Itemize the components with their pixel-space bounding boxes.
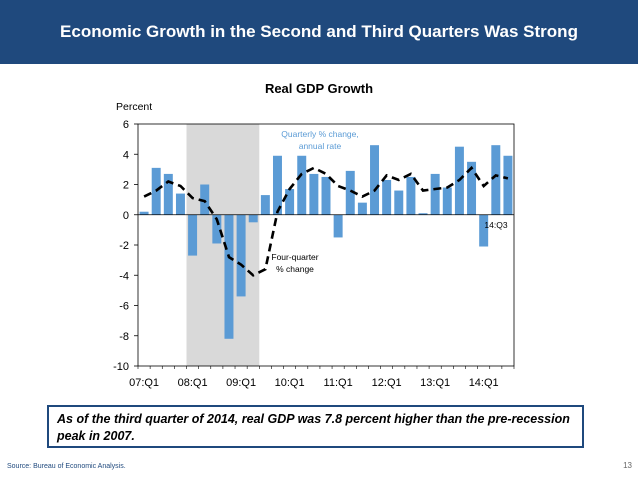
x-tick-label: 14:Q1: [469, 377, 499, 389]
gdp-bar-12-q1: [382, 179, 392, 215]
gdp-bar-11-q1: [333, 214, 343, 238]
x-tick-label: 07:Q1: [129, 377, 159, 389]
gdp-bar-10-q2: [297, 155, 307, 215]
gdp-bar-07-q3: [163, 173, 173, 215]
source-note: Source: Bureau of Economic Analysis.: [7, 463, 126, 470]
gdp-bar-11-q2: [345, 170, 355, 215]
x-tick-label: 12:Q1: [372, 377, 402, 389]
gdp-bar-14-q3: [503, 155, 513, 215]
page-number: 13: [623, 461, 632, 470]
gdp-bar-09-q4: [272, 155, 282, 215]
x-tick-label: 11:Q1: [324, 377, 353, 389]
gdp-bar-10-q3: [309, 173, 319, 215]
callout-box: As of the third quarter of 2014, real GD…: [47, 405, 584, 448]
y-tick-label: 4: [123, 149, 129, 161]
x-tick-label: 13:Q1: [420, 377, 450, 389]
gdp-chart: Real GDP Growth Percent 6420-2-4-6-8-10 …: [113, 81, 515, 389]
x-tick-label: 08:Q1: [178, 377, 208, 389]
y-axis-label: Percent: [116, 101, 152, 113]
y-tick-label: 0: [123, 210, 129, 222]
four-quarter-line: [143, 165, 509, 277]
y-tick-label: -10: [113, 361, 129, 373]
gdp-bar-08-q3: [212, 214, 222, 244]
gdp-bar-10-q4: [321, 176, 331, 215]
gdp-bar-08-q4: [224, 214, 234, 339]
bar-series-label: Quarterly % change,: [281, 129, 358, 139]
gdp-bar-08-q1: [188, 214, 198, 256]
gdp-bar-11-q4: [370, 145, 380, 215]
x-tick-label: 09:Q1: [226, 377, 256, 389]
gdp-bar-07-q1: [139, 211, 149, 215]
gdp-bar-10-q1: [285, 189, 295, 215]
last-point-label: 14:Q3: [484, 220, 507, 230]
gdp-bar-09-q1: [236, 214, 246, 297]
gdp-bar-12-q4: [418, 213, 428, 215]
gdp-bar-14-q2: [491, 145, 501, 215]
gdp-bar-13-q2: [442, 187, 452, 215]
gdp-bar-08-q2: [200, 184, 210, 215]
gdp-bar-12-q2: [394, 190, 404, 215]
x-tick-label: 10:Q1: [275, 377, 305, 389]
slide-title: Economic Growth in the Second and Third …: [0, 0, 638, 64]
gdp-bar-11-q3: [357, 202, 367, 215]
chart-title: Real GDP Growth: [265, 81, 373, 96]
gdp-bar-13-q4: [467, 161, 477, 215]
gdp-bar-14-q1: [479, 214, 489, 247]
y-tick-label: -4: [119, 270, 129, 282]
gdp-bar-12-q3: [406, 176, 416, 215]
line-series-label: Four-quarter: [271, 252, 318, 262]
y-tick-label: -2: [119, 240, 129, 252]
bar-series-label-line2: annual rate: [299, 141, 342, 151]
y-tick-label: 6: [123, 119, 129, 131]
gdp-bar-09-q2: [248, 214, 258, 223]
y-tick-label: -8: [119, 331, 129, 343]
gdp-bar-13-q1: [430, 173, 440, 215]
line-series-label-line2: % change: [276, 264, 314, 274]
y-tick-label: -6: [119, 301, 129, 313]
recession-shading: [186, 124, 260, 366]
gdp-bar-07-q4: [175, 193, 185, 215]
gdp-bar-09-q3: [260, 195, 270, 215]
y-tick-label: 2: [123, 180, 129, 192]
